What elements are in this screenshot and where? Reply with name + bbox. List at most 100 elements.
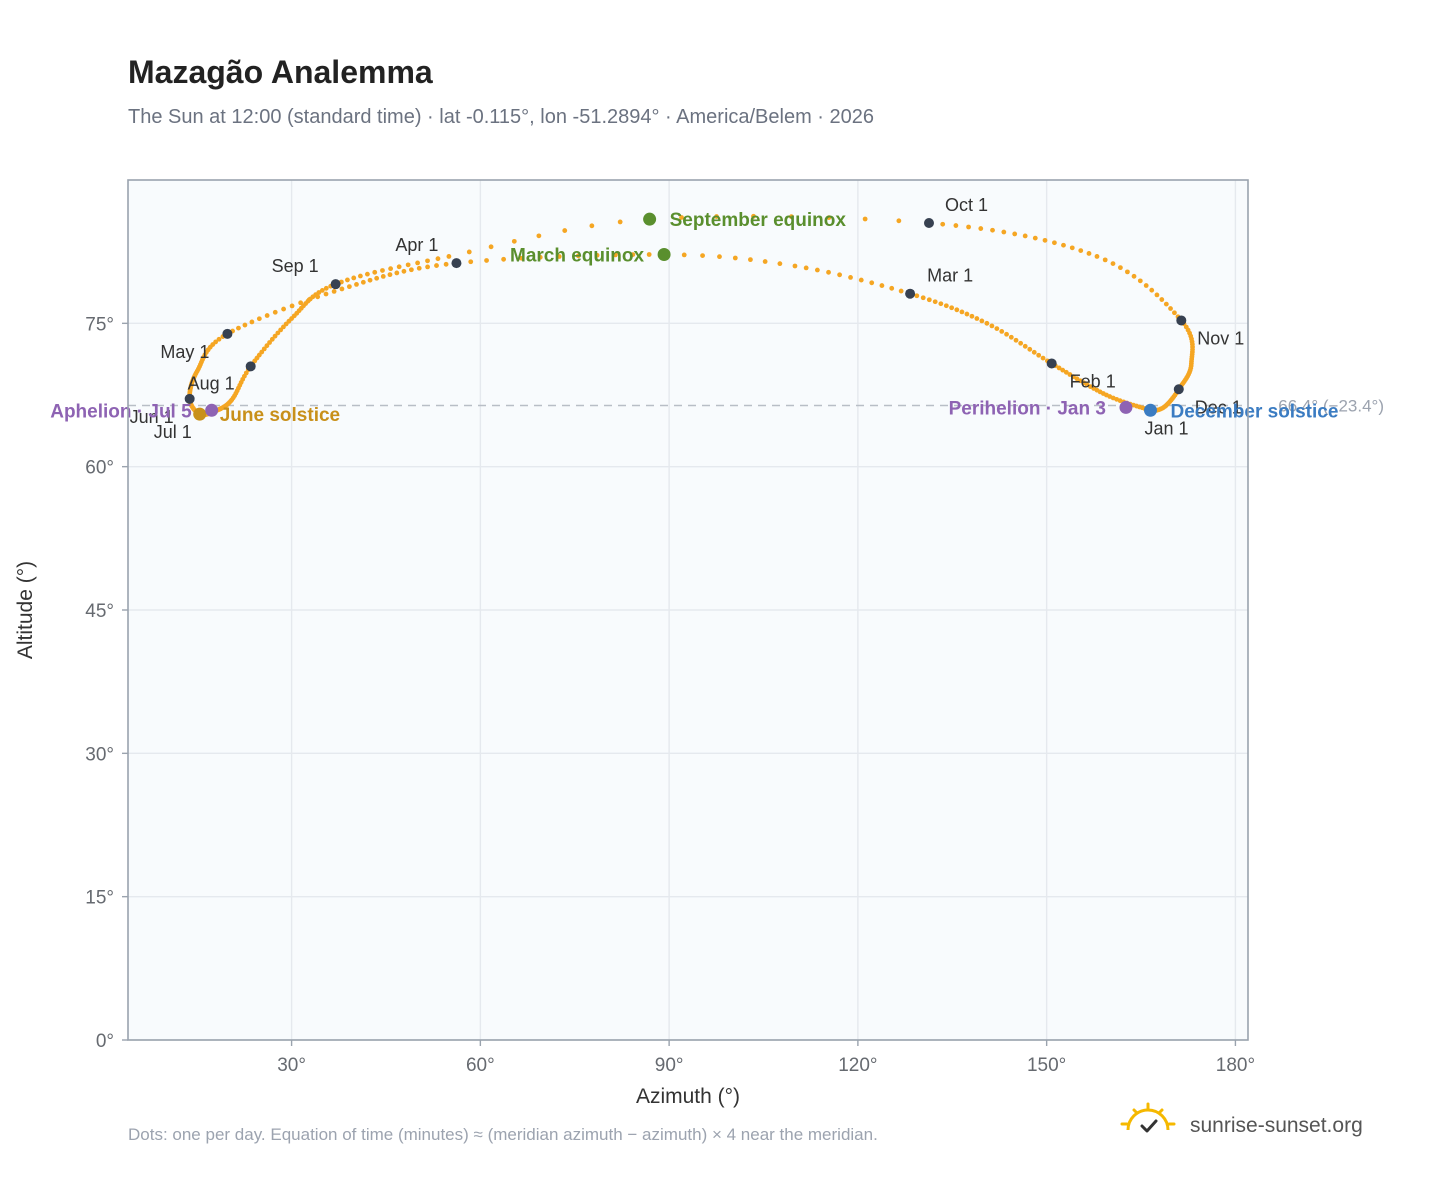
daily-dot — [594, 252, 600, 258]
daily-dot — [562, 228, 568, 233]
month-label: Sep 1 — [272, 256, 319, 276]
y-tick-label: 0° — [96, 1031, 114, 1052]
y-tick-label: 75° — [85, 314, 114, 335]
grid-lines — [128, 180, 1248, 1041]
daily-dot — [803, 265, 809, 271]
daily-dot — [940, 221, 946, 227]
daily-dot — [1143, 283, 1149, 288]
daily-dot — [1022, 233, 1028, 239]
daily-dot — [468, 259, 474, 265]
daily-dot — [1154, 292, 1160, 298]
daily-dot — [408, 267, 414, 273]
month-label: Nov 1 — [1197, 328, 1244, 348]
month-marker — [905, 288, 916, 299]
month-label: Jul 1 — [154, 422, 192, 442]
daily-dot — [236, 325, 241, 331]
daily-dot — [396, 264, 402, 270]
event-marker — [1119, 400, 1133, 414]
daily-dot — [1137, 278, 1143, 284]
daily-dot — [575, 253, 581, 259]
daily-dot — [714, 214, 719, 219]
daily-dot — [416, 265, 422, 271]
daily-dot — [994, 326, 1000, 331]
daily-dot — [1042, 237, 1048, 243]
daily-dot — [889, 285, 895, 291]
daily-dot — [316, 290, 322, 295]
daily-dot — [298, 300, 304, 306]
daily-dot — [339, 286, 345, 292]
y-tick-label: 15° — [85, 888, 114, 909]
daily-dot — [898, 288, 904, 294]
daily-dot — [999, 328, 1005, 334]
y-tick-label: 60° — [85, 458, 114, 479]
daily-dot — [269, 336, 275, 342]
daily-dot — [1094, 254, 1100, 259]
daily-dot — [446, 254, 452, 259]
daily-dot — [1040, 355, 1046, 361]
daily-dot — [443, 261, 449, 267]
daily-dot — [1027, 346, 1033, 352]
daily-dot — [519, 255, 525, 261]
daily-dot — [1004, 331, 1009, 337]
daily-dot — [630, 252, 636, 258]
daily-dot — [814, 267, 820, 273]
x-tick-label: 30° — [277, 1055, 306, 1076]
daily-dot — [826, 215, 832, 220]
daily-dot — [281, 306, 286, 312]
x-tick-label: 180° — [1216, 1055, 1255, 1076]
daily-dot — [380, 274, 386, 279]
daily-dot — [264, 313, 270, 318]
chart-subtitle: The Sun at 12:00 (standard time) · lat -… — [128, 106, 874, 128]
month-marker — [245, 361, 256, 372]
month-label: Jun 1 — [130, 407, 174, 427]
daily-dot — [360, 279, 366, 285]
daily-dot — [488, 244, 494, 250]
daily-dot — [717, 254, 722, 260]
event-marker — [643, 212, 657, 226]
daily-dot — [264, 343, 270, 349]
daily-dot — [289, 303, 295, 309]
event-marker — [657, 248, 671, 262]
daily-dot — [1168, 306, 1173, 311]
daily-dot — [920, 295, 926, 301]
daily-dot — [837, 272, 843, 278]
daily-dot — [914, 293, 920, 299]
daily-dot — [679, 215, 684, 220]
daily-dot — [388, 266, 394, 272]
daily-dot — [978, 226, 984, 231]
daily-dot — [216, 336, 222, 342]
daily-dot — [405, 262, 411, 268]
daily-dot — [589, 223, 595, 229]
daily-dot — [466, 249, 472, 255]
daily-dot — [358, 273, 363, 279]
x-tick-label: 150° — [1027, 1055, 1066, 1076]
daily-dot — [984, 320, 990, 326]
x-tick-label: 90° — [655, 1055, 684, 1076]
event-label: September equinox — [670, 210, 847, 231]
month-label: Mar 1 — [927, 266, 973, 286]
month-marker — [1173, 384, 1184, 395]
daily-dot — [748, 257, 753, 263]
daily-dot — [323, 285, 329, 291]
daily-dot — [1008, 334, 1014, 340]
daily-dot — [1077, 378, 1083, 384]
daily-dot — [848, 274, 853, 280]
daily-dot — [792, 263, 798, 269]
daily-dot — [364, 271, 370, 277]
daily-dot — [425, 258, 430, 264]
daily-dot — [261, 346, 267, 352]
event-label: March equinox — [510, 246, 645, 267]
y-tick-label: 45° — [85, 601, 114, 622]
daily-dot — [1012, 231, 1018, 237]
daily-dot — [1102, 257, 1108, 263]
month-label: Oct 1 — [945, 195, 988, 215]
brand-name: sunrise-sunset.org — [1190, 1114, 1363, 1137]
daily-dot — [1063, 369, 1069, 375]
event-label: December solstice — [1170, 401, 1338, 422]
daily-dot — [646, 252, 652, 257]
daily-dot — [387, 272, 393, 278]
daily-dot — [681, 252, 687, 258]
daily-dot — [762, 259, 768, 264]
event-markers: March equinox June solstice September equi… — [50, 210, 1338, 426]
